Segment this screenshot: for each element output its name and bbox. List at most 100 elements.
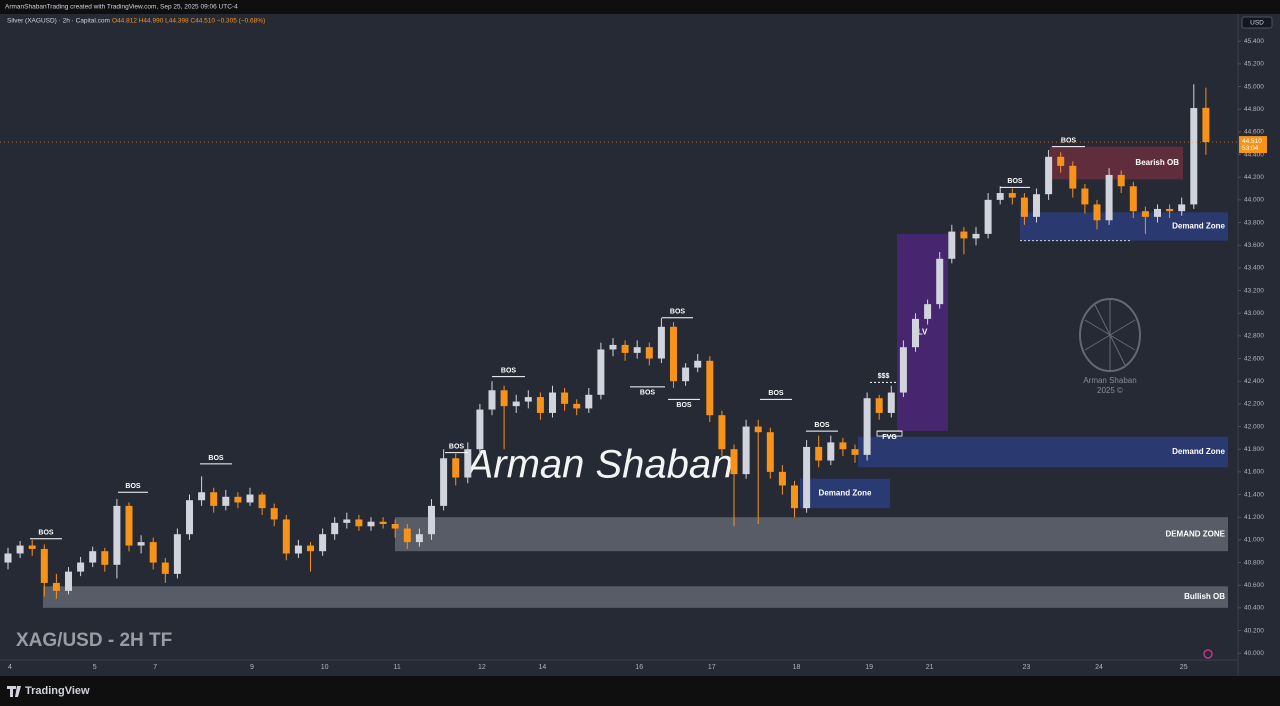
y-tick-label: 44.800 [1244, 106, 1264, 113]
candle-body [343, 519, 351, 523]
chart-title: Silver (XAGUSD) · 2h · Capital.com [7, 18, 110, 25]
y-tick-label: 43.200 [1244, 287, 1264, 294]
candle-body [101, 551, 109, 565]
candle-body [440, 458, 448, 506]
y-tick-label: 42.400 [1244, 378, 1264, 385]
candle-body [113, 505, 121, 565]
alert-icon [1203, 649, 1213, 659]
candle-body [307, 545, 314, 552]
candle-body [621, 344, 629, 353]
candle-body [77, 562, 85, 572]
x-tick-label: 16 [635, 664, 643, 671]
y-tick-label: 43.800 [1244, 219, 1264, 226]
candle-body [1105, 174, 1113, 221]
candle-body [851, 449, 859, 455]
candle-body [28, 545, 36, 549]
candle-body [597, 349, 605, 395]
price-tag-label: 44.510 [1242, 138, 1262, 145]
x-tick-label: 17 [708, 664, 716, 671]
y-tick-label: 42.000 [1244, 423, 1264, 430]
candle-body [500, 390, 508, 407]
y-tick-label: 43.000 [1244, 310, 1264, 317]
y-tick-label: 40.000 [1244, 650, 1264, 657]
y-tick-label: 45.200 [1244, 61, 1264, 68]
currency: USD [1250, 20, 1264, 27]
y-tick-label: 40.800 [1244, 559, 1264, 566]
candle-body [488, 390, 496, 410]
candle-body [887, 392, 895, 413]
candle-body [1178, 204, 1186, 212]
y-tick-label: 44.200 [1244, 174, 1264, 181]
price-axis-background [1238, 14, 1280, 676]
y-tick-label: 44.400 [1244, 151, 1264, 158]
candle-body [415, 534, 423, 543]
level-label: BOS [640, 390, 656, 397]
level-label: BOS [1007, 178, 1023, 185]
y-tick-label: 43.400 [1244, 265, 1264, 272]
candle-body [403, 528, 411, 543]
y-tick-label: 41.600 [1244, 469, 1264, 476]
candle-body [1117, 174, 1125, 187]
candle-body [355, 519, 363, 527]
candle-body [379, 521, 387, 524]
logo-outline [1079, 298, 1141, 372]
zone [800, 478, 890, 509]
candle-body [161, 562, 169, 574]
candle-body [585, 394, 593, 409]
x-tick-label: 9 [250, 664, 254, 671]
x-tick-label: 23 [1023, 664, 1031, 671]
y-tick-label: 40.600 [1244, 582, 1264, 589]
candle-body [839, 442, 847, 450]
candle-body [319, 534, 327, 552]
candle-body [803, 446, 811, 509]
candle-body [1202, 107, 1210, 143]
candle-body [536, 397, 544, 413]
candle-body [40, 548, 48, 583]
candle-body [718, 415, 726, 450]
candle-body [1141, 211, 1149, 217]
level-label: BOS [768, 390, 784, 397]
x-tick-label: 14 [539, 664, 547, 671]
zone-label: LV [918, 328, 928, 337]
y-tick-label: 45.400 [1244, 38, 1264, 45]
candle-body [561, 392, 569, 404]
zone [858, 436, 1228, 468]
y-tick-label: 41.000 [1244, 537, 1264, 544]
fvg-box [876, 430, 903, 437]
candle-body [657, 326, 665, 359]
candle-body [996, 193, 1004, 200]
candle-body [766, 432, 774, 472]
candle-body [282, 519, 290, 554]
y-tick-label: 44.000 [1244, 197, 1264, 204]
x-tick-label: 7 [153, 664, 157, 671]
candle-body [948, 231, 956, 259]
x-tick-label: 24 [1095, 664, 1103, 671]
zone [395, 517, 1228, 552]
levels: BOS BOS BOS BOS BOS BOS BOS BOS BOS BOS BOS BOS $$$ F… [30, 137, 1085, 540]
ohlc-values: O44.812 H44.990 L44.398 C44.510 −0.305 (… [112, 18, 265, 25]
y-tick-label: 41.400 [1244, 491, 1264, 498]
y-tick-label: 45.000 [1244, 83, 1264, 90]
candle-body [778, 471, 786, 486]
candle-body [331, 522, 339, 535]
candle-body [186, 500, 193, 535]
brand-logo [7, 686, 21, 697]
candle-body [1093, 204, 1101, 221]
candle-body [367, 521, 375, 527]
candle-body [464, 449, 472, 478]
y-tick-label: 41.200 [1244, 514, 1264, 521]
candle-body [1166, 208, 1174, 212]
candle-body [670, 326, 677, 382]
logo-name: Arman Shaban [1083, 376, 1136, 385]
candle-body [972, 233, 980, 239]
candle-body [1069, 165, 1077, 189]
candle-body [1020, 197, 1028, 217]
signature: Arman Shaban [465, 443, 734, 487]
candle-body [16, 545, 24, 554]
candle-body [1129, 186, 1137, 212]
candle-body [912, 318, 919, 348]
candle-body [89, 551, 97, 563]
countdown: 53:04 [1242, 145, 1259, 152]
candle-body [827, 442, 835, 461]
